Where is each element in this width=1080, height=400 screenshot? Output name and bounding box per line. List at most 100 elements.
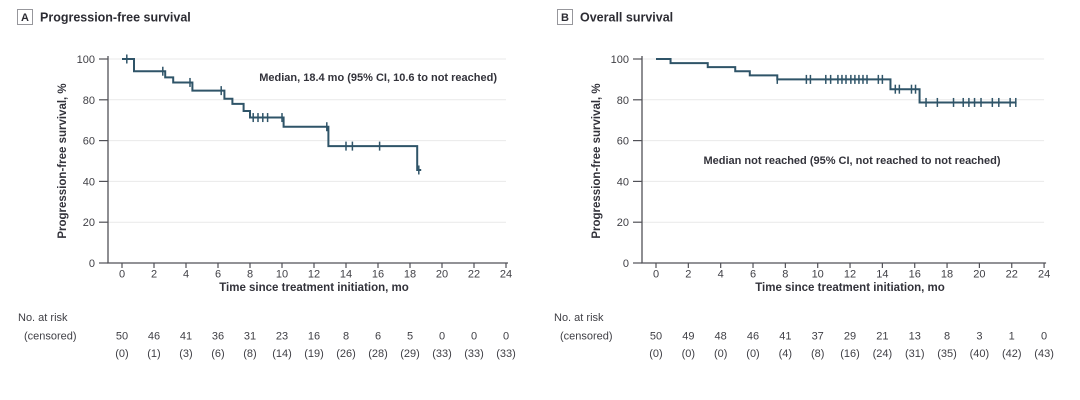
censored-value: (14) xyxy=(272,348,292,360)
at-risk-value: 29 xyxy=(844,331,856,343)
y-tick-label: 20 xyxy=(617,217,629,229)
median-annotation: Median, 18.4 mo (95% CI, 10.6 to not rea… xyxy=(259,72,497,84)
x-tick-label: 20 xyxy=(436,269,448,281)
x-tick-label: 6 xyxy=(750,269,756,281)
x-axis-title: Time since treatment initiation, mo xyxy=(755,282,945,294)
y-tick-label: 100 xyxy=(611,54,629,66)
censored-value: (35) xyxy=(937,348,957,360)
km-curve xyxy=(122,58,422,171)
y-tick-label: 100 xyxy=(77,54,95,66)
at-risk-value: 1 xyxy=(1009,331,1015,343)
at-risk-value: 3 xyxy=(976,331,982,343)
x-tick-label: 10 xyxy=(276,269,288,281)
panel-label: B xyxy=(561,12,569,24)
panel-label: A xyxy=(21,12,29,24)
risk-table-label: No. at risk xyxy=(554,312,604,324)
censored-value: (42) xyxy=(1002,348,1022,360)
panel-a-progression-free-survival: A Progression-free survival Median, 18.4… xyxy=(17,9,516,360)
censored-value: (33) xyxy=(432,348,452,360)
censored-value: (0) xyxy=(682,348,695,360)
x-tick-label: 20 xyxy=(973,269,985,281)
at-risk-value: 6 xyxy=(375,331,381,343)
censored-value: (28) xyxy=(368,348,388,360)
at-risk-value: 21 xyxy=(876,331,888,343)
censored-value: (26) xyxy=(336,348,356,360)
x-tick-label: 2 xyxy=(685,269,691,281)
at-risk-value: 23 xyxy=(276,331,288,343)
x-tick-label: 6 xyxy=(215,269,221,281)
x-tick-label: 2 xyxy=(151,269,157,281)
y-tick-label: 60 xyxy=(617,136,629,148)
y-tick-label: 0 xyxy=(89,258,95,270)
x-tick-label: 16 xyxy=(909,269,921,281)
y-tick-label: 20 xyxy=(83,217,95,229)
censored-value: (24) xyxy=(873,348,893,360)
at-risk-value: 41 xyxy=(180,331,192,343)
panel-title: Overall survival xyxy=(580,11,673,25)
censored-value: (33) xyxy=(496,348,516,360)
at-risk-value: 0 xyxy=(439,331,445,343)
at-risk-value: 50 xyxy=(650,331,662,343)
risk-table-label: No. at risk xyxy=(18,312,68,324)
x-tick-label: 22 xyxy=(1006,269,1018,281)
at-risk-value: 46 xyxy=(747,331,759,343)
km-curve xyxy=(656,58,1017,104)
censored-value: (31) xyxy=(905,348,925,360)
censored-value: (1) xyxy=(147,348,160,360)
x-tick-label: 4 xyxy=(183,269,189,281)
censored-value: (33) xyxy=(464,348,484,360)
x-tick-label: 0 xyxy=(653,269,659,281)
censored-value: (43) xyxy=(1034,348,1054,360)
censored-value: (0) xyxy=(649,348,662,360)
x-tick-label: 10 xyxy=(812,269,824,281)
at-risk-value: 0 xyxy=(471,331,477,343)
x-tick-label: 16 xyxy=(372,269,384,281)
x-tick-label: 22 xyxy=(468,269,480,281)
at-risk-value: 0 xyxy=(1041,331,1047,343)
median-annotation: Median not reached (95% CI, not reached … xyxy=(703,155,1000,167)
y-tick-label: 0 xyxy=(623,258,629,270)
at-risk-value: 13 xyxy=(909,331,921,343)
at-risk-value: 31 xyxy=(244,331,256,343)
censored-value: (0) xyxy=(714,348,727,360)
censored-table-label: (censored) xyxy=(24,331,77,343)
at-risk-value: 8 xyxy=(343,331,349,343)
at-risk-value: 37 xyxy=(812,331,824,343)
at-risk-value: 46 xyxy=(148,331,160,343)
at-risk-value: 48 xyxy=(715,331,727,343)
x-tick-label: 12 xyxy=(844,269,856,281)
censored-value: (16) xyxy=(840,348,860,360)
x-tick-label: 24 xyxy=(500,269,512,281)
at-risk-value: 50 xyxy=(116,331,128,343)
at-risk-value: 36 xyxy=(212,331,224,343)
censored-table-label: (censored) xyxy=(560,331,613,343)
y-tick-label: 60 xyxy=(83,136,95,148)
at-risk-value: 16 xyxy=(308,331,320,343)
censored-value: (8) xyxy=(811,348,824,360)
x-axis-title: Time since treatment initiation, mo xyxy=(219,282,409,294)
censored-value: (4) xyxy=(779,348,792,360)
panel-label-box xyxy=(17,9,33,25)
censored-value: (19) xyxy=(304,348,324,360)
censored-value: (0) xyxy=(746,348,759,360)
x-tick-label: 8 xyxy=(247,269,253,281)
x-tick-label: 4 xyxy=(718,269,724,281)
x-tick-label: 24 xyxy=(1038,269,1050,281)
censored-value: (3) xyxy=(179,348,192,360)
censored-value: (6) xyxy=(211,348,224,360)
censored-value: (8) xyxy=(243,348,256,360)
y-axis-title: Progression-free survival, % xyxy=(591,83,603,238)
x-tick-label: 18 xyxy=(941,269,953,281)
at-risk-value: 0 xyxy=(503,331,509,343)
at-risk-value: 41 xyxy=(779,331,791,343)
at-risk-value: 49 xyxy=(682,331,694,343)
censored-value: (40) xyxy=(970,348,990,360)
panel-label-box xyxy=(557,9,573,25)
x-tick-label: 14 xyxy=(340,269,352,281)
x-tick-label: 18 xyxy=(404,269,416,281)
panel-title: Progression-free survival xyxy=(40,11,191,25)
x-tick-label: 8 xyxy=(782,269,788,281)
